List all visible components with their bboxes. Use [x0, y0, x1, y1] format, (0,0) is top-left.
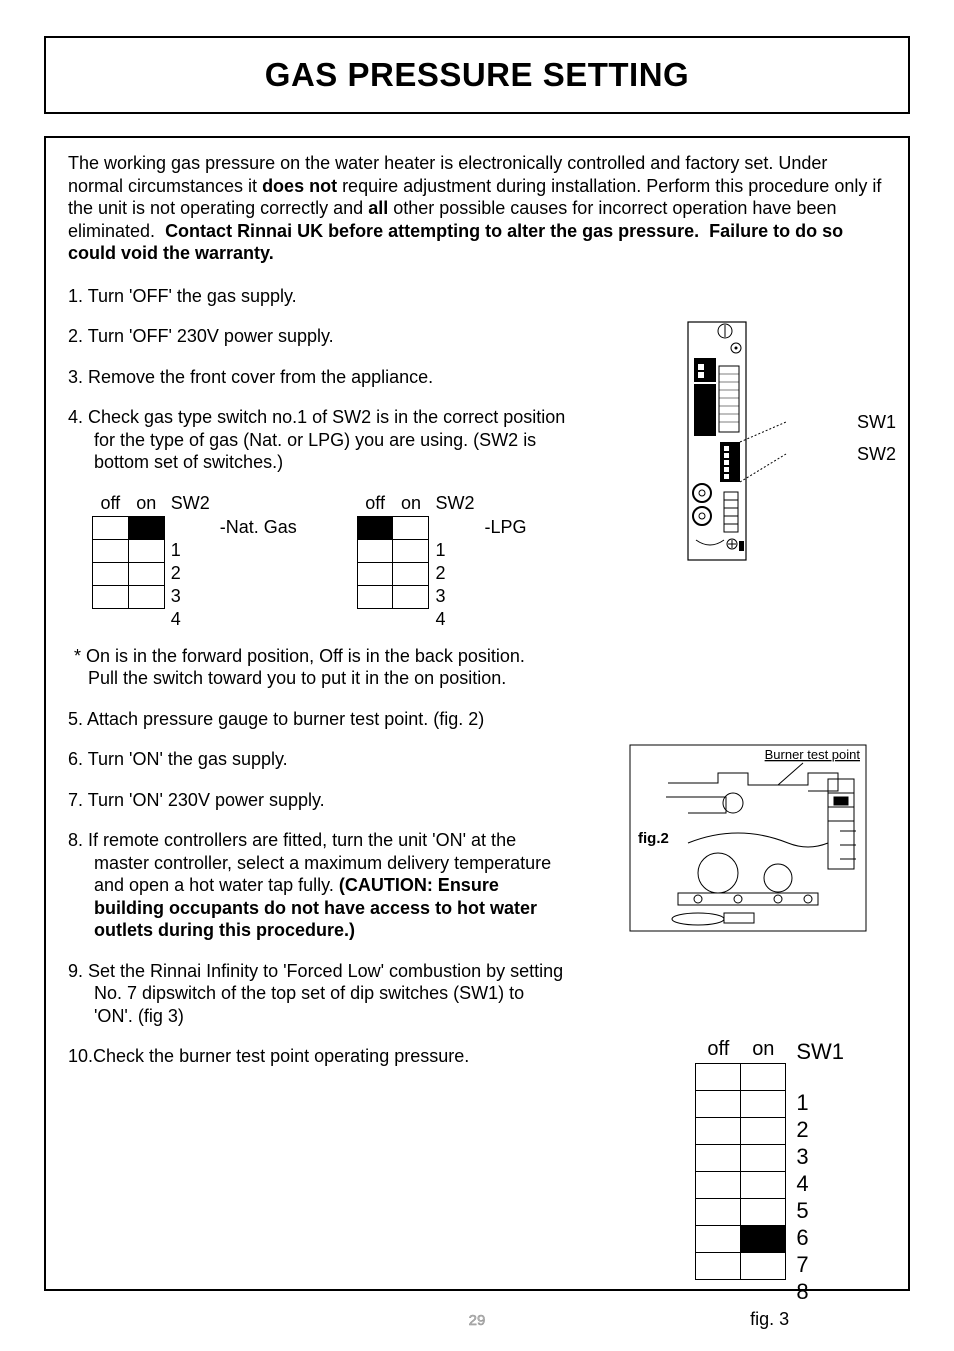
step-5: 5. Attach pressure gauge to burner test …	[68, 708, 568, 731]
fig3: off on SW1 1 2 3 4	[695, 1038, 844, 1330]
on-off-note: * On is in the forward position, Off is …	[72, 645, 558, 690]
fig3-num: 6	[796, 1224, 844, 1251]
fig3-num: 2	[796, 1116, 844, 1143]
sw2-nat-label: SW2	[171, 493, 210, 513]
fig3-cell	[696, 1118, 741, 1145]
sw2-lpg-off-header: off	[357, 492, 393, 517]
step-3: 3. Remove the front cover from the appli…	[68, 366, 568, 389]
pcb-icon	[628, 316, 838, 566]
sw2-lpg-label-text: -LPG	[485, 492, 527, 539]
step-10: 10.Check the burner test point operating…	[68, 1045, 568, 1068]
sw2-nat-on-header: on	[128, 492, 164, 517]
sw2-nat-cell	[93, 586, 129, 609]
fig3-num: 3	[796, 1143, 844, 1170]
sw2-num: 4	[171, 608, 210, 631]
sw2-lpg-cell	[393, 517, 429, 540]
page-number: 29	[0, 1312, 954, 1329]
sw2-num: 2	[435, 562, 474, 585]
fig3-cell	[741, 1118, 786, 1145]
fig2: Burner test point fig.2	[628, 743, 868, 933]
fig3-cell	[741, 1253, 786, 1280]
fig3-sw1-label: SW1	[796, 1039, 844, 1064]
page: GAS PRESSURE SETTING The working gas pre…	[0, 0, 954, 1351]
fig2-caption: fig.2	[638, 830, 669, 847]
fig3-cell	[696, 1199, 741, 1226]
step-9: 9. Set the Rinnai Infinity to 'Forced Lo…	[68, 960, 568, 1028]
fig3-cell	[741, 1226, 786, 1253]
page-title: GAS PRESSURE SETTING	[265, 56, 689, 93]
fig3-off-header: off	[696, 1038, 741, 1064]
fig3-cell	[741, 1199, 786, 1226]
sw2-lpg-table: off on	[357, 492, 430, 610]
fig3-cell	[696, 1226, 741, 1253]
sw2-nat-cell	[93, 540, 129, 563]
step-1: 1. Turn 'OFF' the gas supply.	[68, 285, 568, 308]
fig3-cell	[696, 1091, 741, 1118]
sw2-nat-cell	[128, 517, 164, 540]
step-2: 2. Turn 'OFF' 230V power supply.	[68, 325, 568, 348]
fig3-on-header: on	[741, 1038, 786, 1064]
sw2-nat-cell	[93, 517, 129, 540]
sw2-num: 2	[171, 562, 210, 585]
fig3-cell	[696, 1145, 741, 1172]
sw2-lpg-label: SW2	[435, 493, 474, 513]
fig3-cell	[741, 1172, 786, 1199]
content-frame: The working gas pressure on the water he…	[44, 136, 910, 1291]
sw2-num: 3	[435, 585, 474, 608]
sw2-nat-cell	[128, 563, 164, 586]
steps-column: 1. Turn 'OFF' the gas supply. 2. Turn 'O…	[68, 285, 568, 1068]
fig3-cell	[696, 1172, 741, 1199]
sw2-nat-cell	[128, 586, 164, 609]
title-frame: GAS PRESSURE SETTING	[44, 36, 910, 114]
sw2-lpg-cell	[393, 586, 429, 609]
sw2-num: 1	[171, 539, 210, 562]
sw2-lpg-cell	[357, 563, 393, 586]
sw2-lpg-cell	[393, 540, 429, 563]
sw2-nat-block: off on SW2 1 2 3 4	[92, 492, 297, 631]
fig3-cell	[696, 1064, 741, 1091]
fig1-sw1-label: SW1	[857, 412, 896, 433]
fig3-num: 4	[796, 1170, 844, 1197]
fig3-cell	[741, 1145, 786, 1172]
fig3-cell	[696, 1253, 741, 1280]
step-6: 6. Turn 'ON' the gas supply.	[68, 748, 568, 771]
sw2-lpg-nums: SW2 1 2 3 4	[435, 492, 474, 631]
sw2-num: 3	[171, 585, 210, 608]
sw2-lpg-on-header: on	[393, 492, 429, 517]
fig3-num: 1	[796, 1089, 844, 1116]
sw2-lpg-cell	[393, 563, 429, 586]
fig3-num: 7	[796, 1251, 844, 1278]
fig3-num: 8	[796, 1278, 844, 1305]
sw2-num: 4	[435, 608, 474, 631]
fig1-pcb: SW1 SW2	[628, 316, 848, 571]
sw2-nat-gas-label: -Nat. Gas	[220, 492, 297, 539]
sw2-lpg-block: off on SW2 1 2 3 4	[357, 492, 527, 631]
sw2-nat-cell	[128, 540, 164, 563]
step-8: 8. If remote controllers are fitted, tur…	[68, 829, 568, 942]
burner-test-point-icon: Burner test point fig.2	[628, 743, 868, 933]
sw2-num: 1	[435, 539, 474, 562]
sw2-lpg-cell	[357, 586, 393, 609]
sw2-nat-nums: SW2 1 2 3 4	[171, 492, 210, 631]
sw2-tables: off on SW2 1 2 3 4	[92, 492, 568, 631]
fig3-cell	[741, 1091, 786, 1118]
fig2-burner-label: Burner test point	[765, 747, 861, 762]
fig3-nums: SW1 1 2 3 4 5 6 7 8	[796, 1038, 844, 1305]
sw2-lpg-cell	[357, 517, 393, 540]
fig3-cell	[741, 1064, 786, 1091]
sw2-nat-off-header: off	[93, 492, 129, 517]
fig3-num: 5	[796, 1197, 844, 1224]
sw2-nat-cell	[93, 563, 129, 586]
step-4: 4. Check gas type switch no.1 of SW2 is …	[68, 406, 568, 474]
sw2-lpg-cell	[357, 540, 393, 563]
step-7: 7. Turn 'ON' 230V power supply.	[68, 789, 568, 812]
fig1-sw2-label: SW2	[857, 444, 896, 465]
fig3-table: off on	[695, 1038, 786, 1280]
sw2-nat-table: off on	[92, 492, 165, 610]
intro-paragraph: The working gas pressure on the water he…	[68, 152, 886, 265]
